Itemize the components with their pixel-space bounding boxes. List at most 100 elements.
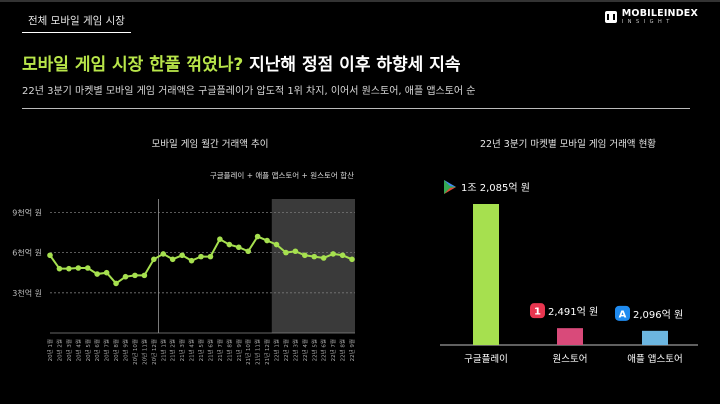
- x-tick-label: 21년 4월: [188, 339, 196, 361]
- data-point: [179, 252, 185, 259]
- value-label: 2,096억 원: [633, 309, 683, 321]
- x-tick-label: 21년 11월: [254, 339, 262, 365]
- onestore-icon: 1: [530, 303, 545, 319]
- x-tick-label: 21년 12월: [263, 339, 271, 365]
- category-label: 원스토어: [553, 354, 588, 365]
- data-point: [349, 256, 355, 263]
- data-point: [141, 272, 148, 279]
- x-tick-label: 21년 6월: [206, 339, 214, 361]
- data-point: [84, 265, 91, 271]
- data-point: [47, 252, 53, 259]
- data-point: [330, 251, 336, 257]
- bar-chart-title: 22년 3분기 마켓별 모바일 게임 거래액 현황: [479, 139, 657, 150]
- x-tick-label: 22년 1월: [273, 339, 281, 361]
- app-store-icon: A: [615, 305, 630, 321]
- data-point: [207, 253, 214, 260]
- x-tick-label: 22년 6월: [320, 339, 328, 361]
- data-point: [320, 255, 327, 261]
- x-tick-label: 21년 10월: [244, 339, 252, 365]
- headline: 모바일 게임 시장 한풀 꺾였나? 지난해 정점 이후 하향세 지속: [22, 50, 461, 75]
- y-tick-label: 9천억 원: [12, 207, 42, 217]
- data-point: [132, 272, 138, 279]
- data-point: [113, 280, 119, 287]
- google-play-icon: [444, 180, 456, 194]
- bar: [557, 328, 583, 345]
- play-triangle-bottom: [444, 187, 456, 194]
- bar: [473, 204, 499, 345]
- bar: [642, 330, 668, 345]
- x-tick-label: 20년 3월: [65, 339, 73, 361]
- y-tick-label: 3천억 원: [12, 288, 42, 298]
- section-tag: 전체 모바일 게임 시장: [22, 10, 131, 33]
- brand-sub: INSIGHT: [621, 18, 674, 25]
- data-point: [103, 269, 110, 276]
- value-label: 2,491억 원: [548, 306, 598, 318]
- x-tick-label: 20년 12월: [150, 339, 158, 365]
- x-tick-label: 20년 8월: [112, 339, 120, 361]
- data-point: [311, 253, 318, 260]
- line-chart-legend-note: 구글플레이 + 애플 앱스토어 + 원스토어 합산: [209, 171, 354, 180]
- x-tick-label: 20년 2월: [55, 339, 63, 361]
- x-tick-label: 21년 8월: [225, 339, 233, 361]
- data-point: [283, 249, 289, 256]
- data-point: [151, 256, 157, 263]
- brand-logo: MOBILEINDEX INSIGHT: [604, 8, 698, 25]
- x-tick-label: 20년 10월: [131, 339, 139, 365]
- play-triangle-top: [444, 180, 456, 187]
- x-tick-label: 22년 4월: [301, 339, 309, 361]
- x-tick-label: 21년 5월: [197, 339, 205, 361]
- x-tick-label: 22년 3월: [291, 339, 299, 361]
- data-point: [273, 241, 280, 248]
- x-tick-label: 20년 1월: [46, 339, 54, 361]
- headline-rest: 지난해 정점 이후 하향세 지속: [243, 55, 461, 75]
- x-tick-label: 22년 8월: [339, 339, 347, 361]
- data-point: [217, 236, 223, 242]
- play-triangle: [444, 180, 456, 194]
- x-tick-label: 22년 9월: [348, 339, 356, 361]
- value-label: 1조 2,085억 원: [461, 182, 530, 194]
- data-point: [122, 273, 129, 280]
- x-tick-label: 20년 9월: [122, 339, 130, 361]
- data-point: [198, 253, 204, 260]
- data-point: [169, 256, 176, 263]
- top-border: [0, 0, 720, 2]
- data-point: [339, 252, 346, 259]
- x-tick-label: 20년 11월: [140, 339, 148, 365]
- x-tick-label: 21년 3월: [178, 339, 186, 361]
- data-point: [292, 248, 299, 255]
- shaded-region: [271, 199, 355, 333]
- appstore-badge: [615, 305, 630, 321]
- headline-accent: 모바일 게임 시장 한풀 꺾였나?: [22, 55, 244, 75]
- data-point: [188, 257, 195, 264]
- x-tick-label: 22년 2월: [282, 339, 290, 361]
- appstore-glyph: A: [619, 309, 627, 320]
- subheadline: 22년 3분기 마켓별 모바일 게임 거래액은 구글플레이가 압도적 1위 차지…: [22, 86, 476, 97]
- data-point: [66, 265, 72, 272]
- x-tick-label: 20년 6월: [93, 339, 101, 361]
- onestore-glyph: 1: [534, 307, 541, 318]
- x-tick-label: 20년 5월: [84, 339, 92, 361]
- category-label: 애플 앱스토어: [627, 353, 682, 365]
- line-chart-title: 모바일 게임 월간 거래액 추이: [151, 139, 269, 150]
- x-tick-label: 20년 7월: [103, 339, 111, 361]
- x-tick-label: 21년 1월: [159, 339, 167, 361]
- x-tick-label: 21년 9월: [235, 339, 243, 361]
- data-point: [160, 251, 167, 257]
- onestore-badge: [530, 303, 545, 319]
- data-point: [226, 241, 233, 248]
- data-point: [302, 252, 308, 259]
- brand-name: MOBILEINDEX: [621, 8, 698, 19]
- data-point: [254, 233, 261, 240]
- data-point: [56, 265, 63, 272]
- category-label: 구글플레이: [464, 354, 508, 365]
- x-tick-label: 22년 5월: [310, 339, 318, 361]
- data-point: [235, 244, 242, 251]
- y-tick-label: 6천억 원: [12, 248, 42, 258]
- divider: [22, 108, 690, 109]
- x-tick-label: 20년 4월: [74, 339, 82, 361]
- mobileindex-logo-icon: [604, 10, 617, 23]
- x-tick-label: 21년 2월: [169, 339, 177, 361]
- data-point: [245, 248, 251, 255]
